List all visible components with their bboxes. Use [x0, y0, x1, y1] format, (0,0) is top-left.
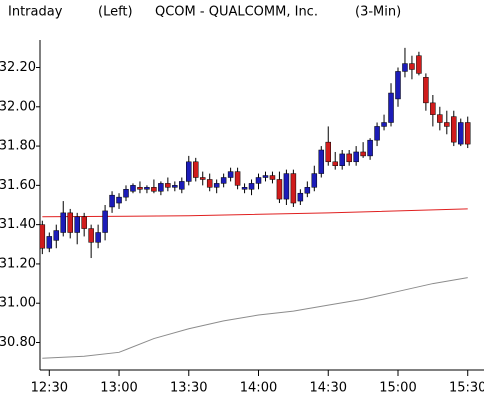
candle-body	[367, 139, 373, 157]
y-tick-label: 32.00	[0, 99, 36, 114]
y-tick-label: 30.80	[0, 335, 36, 350]
candle-body	[137, 187, 143, 190]
candle-body	[53, 230, 60, 241]
y-tick-label: 31.80	[0, 139, 36, 154]
candle-body	[464, 122, 471, 145]
candle-body	[332, 161, 338, 166]
candle-body	[304, 187, 311, 194]
candle-body	[437, 114, 443, 123]
candle-body	[311, 173, 318, 188]
y-tick-label: 31.60	[0, 178, 36, 193]
y-tick-label: 32.20	[0, 60, 36, 75]
candle-body	[81, 216, 87, 229]
candle-body	[88, 228, 94, 243]
candle-body	[262, 175, 269, 178]
candle-body	[74, 216, 80, 233]
candle-body	[381, 122, 387, 127]
candle-body	[374, 126, 380, 141]
candle-body	[179, 181, 185, 190]
candle-body	[409, 63, 415, 70]
candle-body	[109, 194, 115, 208]
candle-body	[276, 179, 283, 200]
candle-body	[186, 161, 192, 182]
candle-body	[123, 189, 129, 198]
candle-body	[346, 153, 352, 163]
candle-body	[290, 173, 297, 204]
candle-body	[95, 232, 101, 243]
candle-body	[297, 192, 304, 202]
candle-body	[325, 141, 332, 163]
candle-body	[165, 183, 171, 188]
candle-body	[220, 177, 227, 184]
candle-body	[339, 153, 345, 166]
candle-body	[158, 183, 164, 192]
x-tick-label: 13:00	[100, 381, 137, 396]
y-tick-label: 31.00	[0, 296, 36, 311]
candle-body	[444, 122, 450, 127]
candle-body	[416, 55, 422, 74]
candle-body	[206, 179, 213, 188]
candle-body	[318, 149, 325, 174]
candle-body	[269, 175, 276, 180]
candle-body	[60, 212, 66, 233]
header-text: (3-Min)	[355, 5, 401, 20]
candle-body	[144, 187, 150, 190]
candle-body	[172, 185, 178, 188]
candle-body	[360, 151, 366, 157]
candle-body	[116, 196, 122, 204]
header-text: QCOM - QUALCOMM, Inc.	[155, 5, 318, 20]
candle-body	[353, 151, 359, 163]
candle-body	[151, 187, 157, 192]
candle-body	[213, 183, 220, 188]
candle-body	[130, 185, 136, 192]
overlay-line	[42, 277, 468, 359]
candle-body	[430, 102, 436, 115]
x-tick-label: 15:30	[449, 381, 484, 396]
candle-body	[234, 171, 241, 186]
y-tick-label: 31.40	[0, 217, 36, 232]
candle-body	[402, 63, 408, 72]
candle-body	[199, 177, 206, 180]
overlay-line	[42, 208, 468, 218]
candle-body	[423, 77, 429, 104]
y-tick-label: 31.20	[0, 256, 36, 271]
candle-body	[67, 212, 73, 233]
candle-body	[241, 187, 248, 190]
x-tick-label: 15:00	[379, 381, 416, 396]
header-text: Intraday	[8, 5, 63, 20]
candle-body	[451, 116, 457, 143]
candle-body	[227, 171, 234, 178]
candle-body	[395, 71, 401, 100]
candle-body	[39, 224, 46, 249]
header-text: (Left)	[98, 5, 133, 20]
x-tick-label: 12:30	[31, 381, 68, 396]
candle-body	[192, 161, 199, 178]
candle-body	[46, 236, 53, 249]
x-tick-label: 13:30	[170, 381, 207, 396]
candle-body	[248, 183, 255, 190]
x-tick-label: 14:00	[240, 381, 277, 396]
x-tick-label: 14:30	[310, 381, 347, 396]
candle-body	[458, 122, 464, 145]
candle-body	[388, 92, 394, 123]
candle-body	[255, 177, 262, 184]
candle-body	[283, 173, 290, 200]
candle-body	[102, 210, 108, 233]
